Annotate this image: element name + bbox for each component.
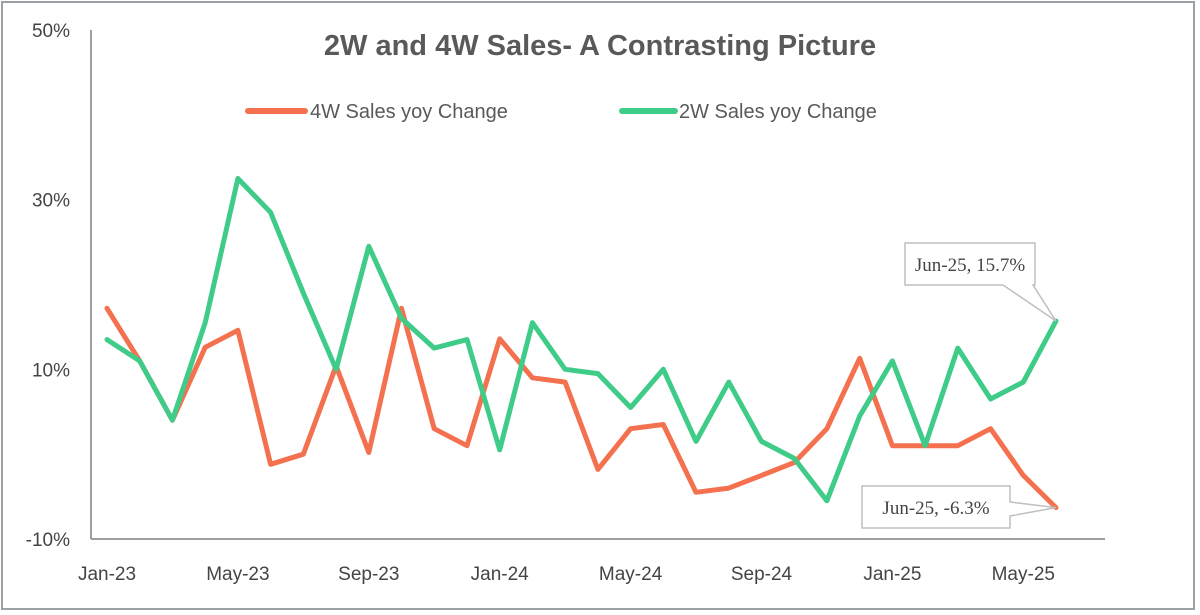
y-tick-labels: 50% 30% 10% -10% (26, 21, 70, 551)
x-tick-label: Jan-25 (863, 564, 921, 585)
x-tick-label: Jan-24 (471, 564, 530, 585)
series-line-4w (104, 305, 1059, 511)
callout-label: Jun-25, -6.3% (882, 498, 989, 519)
y-tick-label: -10% (26, 530, 70, 551)
series-line-2w (104, 176, 1059, 504)
x-tick-label: May-23 (206, 564, 269, 585)
data-callout: Jun-25, 15.7% (904, 242, 1057, 322)
legend-label-2w: 2W Sales yoy Change (679, 101, 877, 123)
y-tick-label: 30% (32, 191, 70, 212)
x-tick-label: Sep-23 (338, 564, 399, 585)
legend-label-4w: 4W Sales yoy Change (310, 101, 508, 123)
data-callout: Jun-25, -6.3% (861, 485, 1057, 529)
callout-box (861, 485, 1057, 529)
x-tick-label: May-25 (992, 564, 1055, 585)
y-tick-label: 10% (32, 360, 70, 381)
axes (90, 30, 1105, 540)
legend: 4W Sales yoy Change 2W Sales yoy Change (245, 101, 877, 123)
callouts: Jun-25, 15.7% Jun-25, -6.3% (861, 242, 1057, 529)
callout-label: Jun-25, 15.7% (915, 255, 1025, 276)
y-tick-label: 50% (32, 21, 70, 42)
series-lines (104, 176, 1059, 511)
x-tick-label: May-24 (599, 564, 663, 585)
chart-title: 2W and 4W Sales- A Contrasting Picture (324, 30, 876, 62)
x-tick-label: Sep-24 (731, 564, 793, 585)
x-tick-labels: Jan-23 May-23 Sep-23 Jan-24 May-24 Sep-24 Jan-… (78, 564, 1055, 585)
callout-box (904, 242, 1057, 322)
x-tick-label: Jan-23 (78, 564, 136, 585)
